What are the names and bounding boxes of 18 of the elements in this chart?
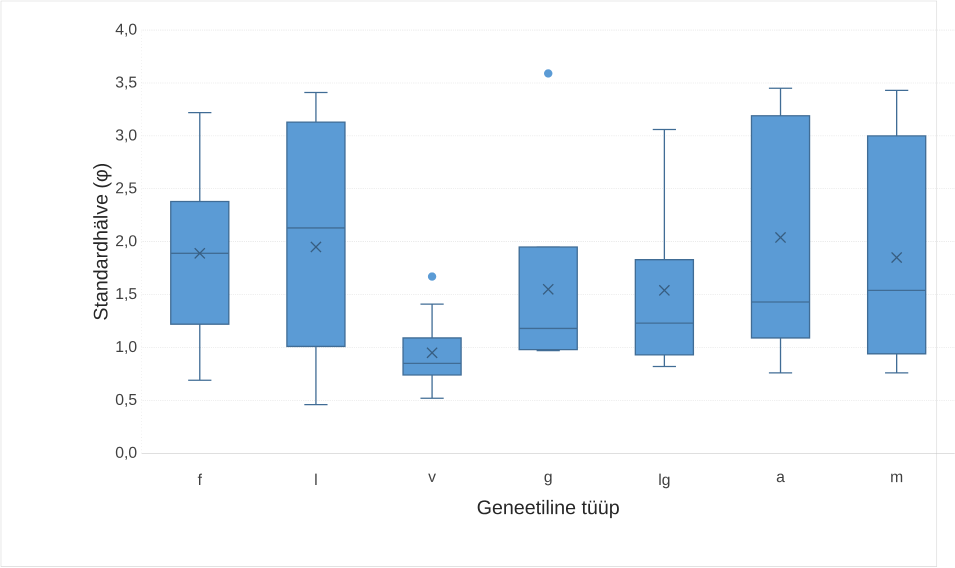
x-tick-label: m — [891, 474, 902, 482]
x-tick-label: v — [428, 474, 436, 482]
x-tick-label: f — [198, 474, 202, 486]
y-tick-label: 1,0 — [116, 341, 136, 354]
y-tick-label: 3,5 — [116, 76, 136, 90]
x-axis-title: Geneetiline tüüp — [478, 500, 619, 518]
y-axis-title: Standardhälve (φ) — [93, 164, 112, 320]
x-tick-label: a — [776, 474, 785, 482]
y-tick-label: 2,5 — [116, 182, 136, 196]
x-tick-label: l — [315, 474, 317, 486]
y-tick-label: 2,0 — [116, 235, 136, 248]
x-tick-label: lg — [659, 474, 670, 488]
y-tick-label: 3,0 — [116, 130, 136, 143]
y-tick-label: 0,5 — [116, 394, 136, 408]
x-tick-label: g — [544, 474, 552, 486]
y-tick-label: 4,0 — [116, 24, 136, 37]
y-tick-label: 0,0 — [116, 447, 136, 460]
y-tick-label: 1,5 — [116, 288, 136, 302]
